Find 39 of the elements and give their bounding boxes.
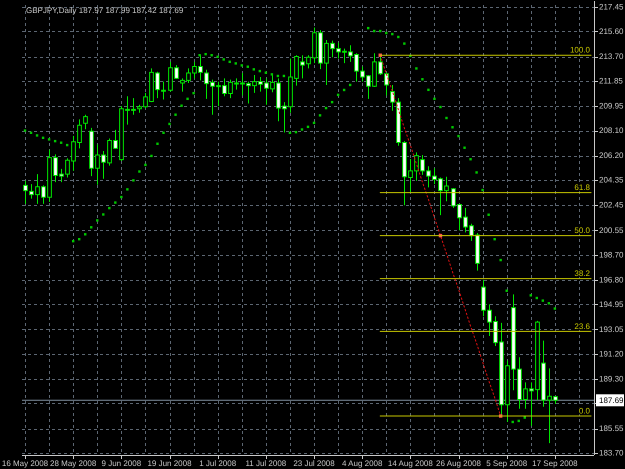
x-tick-label: 17 Sep 2008	[532, 459, 578, 468]
y-tick-label: 183.70	[599, 448, 624, 458]
series-label: 0.0	[578, 406, 591, 416]
x-tick-label: 5 Sep 2008	[486, 459, 528, 468]
series-label: 23.6	[574, 322, 591, 331]
x-tick-label: 28 May 2008	[50, 459, 97, 468]
ref-line-label: 187.69	[599, 396, 624, 405]
x-tick-label: 14 Aug 2008	[388, 459, 434, 468]
y-tick-label: 189.30	[599, 374, 624, 384]
y-tick-label: 204.35	[599, 176, 624, 185]
candlestick	[83, 114, 88, 130]
y-tick-label: 200.55	[599, 226, 624, 235]
x-tick-label: 4 Aug 2008	[342, 459, 383, 468]
y-tick-label: 193.05	[599, 324, 624, 334]
y-tick-label: 185.55	[599, 424, 624, 434]
y-tick-label: 208.10	[599, 126, 624, 136]
y-tick-label: 191.20	[599, 349, 624, 358]
y-tick-label: 202.45	[599, 200, 624, 210]
y-tick-label: 215.60	[599, 26, 624, 36]
y-tick-label: 196.80	[599, 275, 624, 284]
y-tick-label: 217.45	[599, 2, 624, 12]
x-tick-label: 19 Jun 2008	[147, 459, 192, 468]
x-tick-label: 9 Jun 2008	[102, 459, 142, 468]
y-tick-label: 206.20	[599, 151, 624, 160]
chart-title: GBPJPY,Daily 187.97 187.99 187.42 187.69	[26, 6, 184, 15]
y-tick-label: 213.70	[599, 52, 624, 62]
x-tick-label: 1 Jul 2008	[199, 459, 237, 468]
candlestick	[23, 180, 28, 204]
x-tick-label: 26 Aug 2008	[436, 459, 482, 468]
x-tick-label: 11 Jul 2008	[245, 459, 287, 468]
series-label: 38.2	[574, 269, 591, 278]
y-tick-label: 209.95	[599, 102, 624, 111]
x-tick-label: 23 Jul 2008	[293, 459, 336, 468]
x-tick-label: 16 May 2008	[2, 459, 49, 468]
y-tick-label: 211.85	[599, 76, 624, 86]
y-tick-label: 198.70	[599, 250, 624, 260]
series-label: 61.8	[574, 183, 591, 192]
series-label: 100.0	[570, 46, 591, 55]
y-tick-label: 194.95	[599, 300, 624, 309]
